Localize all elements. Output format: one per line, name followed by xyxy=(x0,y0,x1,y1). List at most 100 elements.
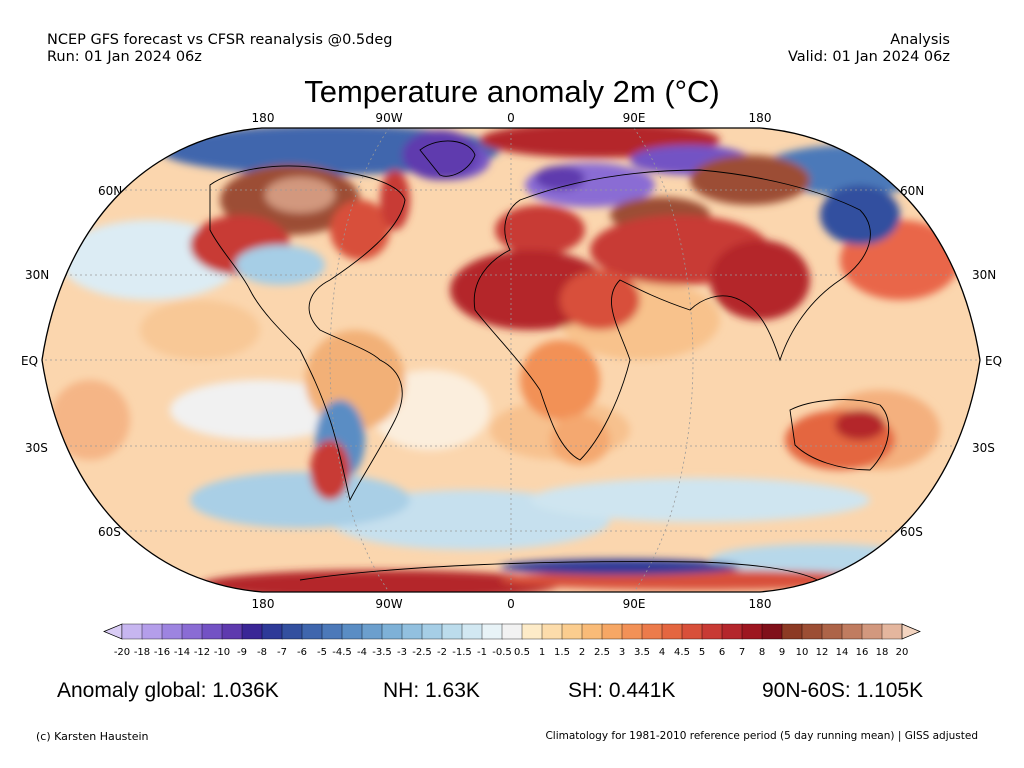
lat-label-left: 60N xyxy=(98,184,123,198)
colorbar-swatch xyxy=(361,623,383,640)
colorbar-swatch xyxy=(161,623,183,640)
colorbar-max-arrow xyxy=(901,623,921,640)
climatology-note: Climatology for 1981-2010 reference peri… xyxy=(545,730,978,742)
colorbar-tick-label: -1 xyxy=(477,647,487,658)
colorbar-swatch xyxy=(381,623,403,640)
colorbar-swatch xyxy=(261,623,283,640)
colorbar xyxy=(103,623,921,640)
colorbar-swatch xyxy=(741,623,763,640)
colorbar-min-arrow xyxy=(103,623,123,640)
colorbar-tick-label: -8 xyxy=(257,647,267,658)
colorbar-tick-label: 18 xyxy=(875,647,889,658)
colorbar-tick-label: -1.5 xyxy=(452,647,472,658)
colorbar-tick-label: -4 xyxy=(357,647,367,658)
lat-label-left: 60S xyxy=(98,525,121,539)
lon-label-bottom: 180 xyxy=(251,597,275,611)
stat-arctic: 90N-60S: 1.105K xyxy=(762,679,924,702)
colorbar-tick-label: -7 xyxy=(277,647,287,658)
lon-label-bottom: 90W xyxy=(375,597,403,611)
colorbar-swatch xyxy=(401,623,423,640)
lat-label-right: EQ xyxy=(985,354,1003,368)
colorbar-swatch xyxy=(701,623,723,640)
colorbar-tick-label: -5 xyxy=(317,647,327,658)
colorbar-swatch xyxy=(221,623,243,640)
colorbar-tick-label: 3.5 xyxy=(634,647,650,658)
colorbar-swatch xyxy=(821,623,843,640)
lon-label-bottom: 0 xyxy=(507,597,515,611)
colorbar-tick-label: 16 xyxy=(855,647,869,658)
colorbar-swatch xyxy=(641,623,663,640)
colorbar-tick-label: -2 xyxy=(437,647,447,658)
colorbar-swatch xyxy=(341,623,363,640)
colorbar-swatch xyxy=(561,623,583,640)
colorbar-swatch xyxy=(301,623,323,640)
colorbar-tick-label: 1.5 xyxy=(554,647,570,658)
colorbar-swatch xyxy=(621,623,643,640)
colorbar-swatch xyxy=(201,623,223,640)
colorbar-tick-label: 5 xyxy=(698,647,706,658)
colorbar-tick-label: 0.5 xyxy=(514,647,530,658)
colorbar-swatch xyxy=(761,623,783,640)
lat-label-right: 30N xyxy=(972,268,997,282)
colorbar-swatch xyxy=(681,623,703,640)
lon-label-top: 0 xyxy=(507,111,515,125)
colorbar-tick-label: -20 xyxy=(113,647,131,658)
colorbar-swatch xyxy=(521,623,543,640)
colorbar-tick-label: 1 xyxy=(538,647,546,658)
colorbar-tick-label: 9 xyxy=(778,647,786,658)
colorbar-tick-label: -4.5 xyxy=(332,647,352,658)
colorbar-tick-label: -9 xyxy=(237,647,247,658)
colorbar-tick-label: 4 xyxy=(658,647,666,658)
lon-label-top: 90W xyxy=(375,111,403,125)
colorbar-tick-label: -18 xyxy=(133,647,151,658)
colorbar-tick-label: 10 xyxy=(795,647,809,658)
coastlines xyxy=(209,140,890,591)
lat-label-right: 30S xyxy=(972,441,995,455)
valid-time: Valid: 01 Jan 2024 06z xyxy=(787,49,950,65)
analysis-label: Analysis xyxy=(890,32,950,48)
lat-label-left: 30N xyxy=(25,268,50,282)
colorbar-tick-label: -10 xyxy=(213,647,231,658)
colorbar-swatch xyxy=(721,623,743,640)
colorbar-swatch xyxy=(481,623,503,640)
colorbar-tick-label: 2 xyxy=(578,647,586,658)
colorbar-tick-label: -2.5 xyxy=(412,647,432,658)
lat-label-left: EQ xyxy=(21,354,39,368)
credit-text: (c) Karsten Haustein xyxy=(36,730,149,743)
map-outline xyxy=(41,127,981,593)
lon-label-top: 180 xyxy=(251,111,275,125)
stat-global: Anomaly global: 1.036K xyxy=(57,679,279,702)
colorbar-tick-label: 4.5 xyxy=(674,647,690,658)
colorbar-tick-label: -3 xyxy=(397,647,407,658)
colorbar-swatch xyxy=(461,623,483,640)
graticule xyxy=(42,128,980,592)
colorbar-tick-label: -6 xyxy=(297,647,307,658)
colorbar-swatch xyxy=(581,623,603,640)
colorbar-swatch xyxy=(181,623,203,640)
colorbar-tick-label: 12 xyxy=(815,647,829,658)
colorbar-swatch xyxy=(441,623,463,640)
anomaly-field xyxy=(50,128,960,592)
lon-label-bottom: 90E xyxy=(622,597,646,611)
colorbar-tick-label: 20 xyxy=(895,647,909,658)
colorbar-tick-label: -12 xyxy=(193,647,211,658)
colorbar-swatch xyxy=(321,623,343,640)
colorbar-swatch xyxy=(501,623,523,640)
run-time: Run: 01 Jan 2024 06z xyxy=(47,49,202,65)
colorbar-tick-label: -16 xyxy=(153,647,171,658)
colorbar-tick-label: -0.5 xyxy=(492,647,512,658)
colorbar-tick-label: 6 xyxy=(718,647,726,658)
lon-label-bottom: 180 xyxy=(748,597,772,611)
colorbar-swatch xyxy=(661,623,683,640)
colorbar-swatch xyxy=(801,623,823,640)
colorbar-swatch xyxy=(781,623,803,640)
colorbar-tick-label: 2.5 xyxy=(594,647,610,658)
colorbar-tick-label: 8 xyxy=(758,647,766,658)
colorbar-tick-label: 3 xyxy=(618,647,626,658)
model-description: NCEP GFS forecast vs CFSR reanalysis @0.… xyxy=(47,32,393,48)
colorbar-tick-label: 14 xyxy=(835,647,849,658)
stat-sh: SH: 0.441K xyxy=(568,679,676,702)
colorbar-swatch xyxy=(281,623,303,640)
colorbar-swatch xyxy=(541,623,563,640)
